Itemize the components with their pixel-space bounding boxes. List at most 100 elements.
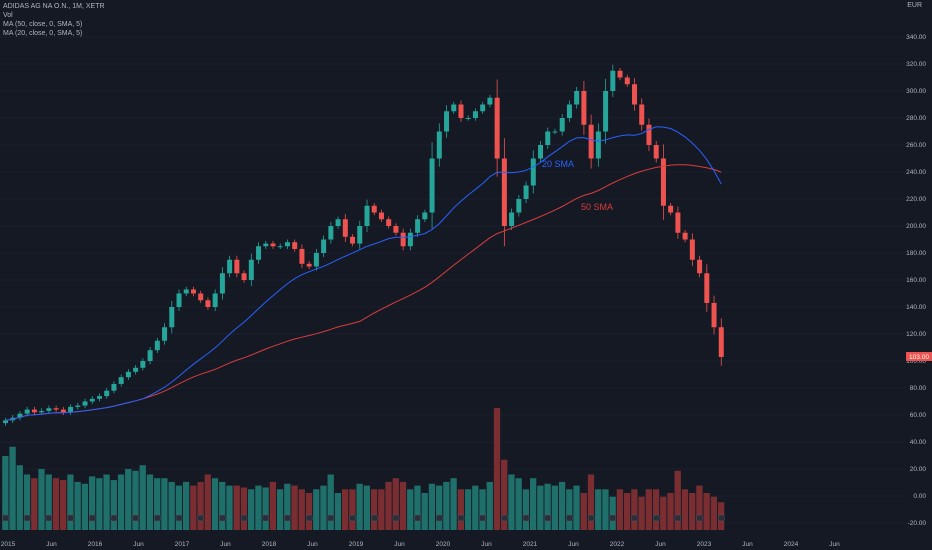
currency-label[interactable]: EUR	[907, 2, 922, 9]
event-marker-icon	[371, 514, 378, 522]
candle-body	[509, 212, 515, 226]
volume-bar	[667, 493, 674, 530]
volume-bar	[349, 489, 356, 530]
candle-body	[610, 70, 616, 91]
x-tick-label: 2015	[1, 541, 16, 548]
y-tick-label: 40.00	[910, 439, 927, 446]
event-marker-icon	[219, 514, 226, 522]
volume-bar	[652, 489, 660, 530]
candle-body	[234, 259, 240, 274]
event-marker-icon	[544, 514, 551, 522]
volume-bar	[544, 483, 551, 530]
candle-body	[530, 158, 536, 186]
candle-body	[559, 118, 565, 132]
event-marker-icon	[45, 514, 53, 522]
volume-bar	[88, 476, 96, 530]
volume-bar	[248, 489, 255, 530]
volume-bar	[96, 478, 103, 530]
volume-bar	[450, 478, 457, 530]
candle-body	[219, 273, 225, 294]
volume-bar	[573, 485, 580, 530]
volume-bar	[356, 483, 363, 530]
candle-body	[516, 199, 522, 213]
candle-body	[639, 104, 645, 125]
event-marker-icon	[631, 514, 638, 522]
volume-bar	[508, 474, 515, 530]
event-marker-icon	[479, 514, 486, 522]
x-tick-label: Jun	[829, 541, 840, 548]
volume-bar	[226, 485, 233, 530]
candle-body	[566, 104, 572, 118]
candle-body	[682, 232, 688, 240]
volume-bar	[313, 489, 320, 530]
candle-body	[429, 158, 435, 213]
volume-bar	[31, 478, 38, 530]
candle-body	[328, 226, 334, 240]
volume-bar	[262, 487, 269, 530]
volume-bar	[305, 493, 313, 530]
candle-body	[335, 219, 341, 226]
candle-body	[422, 212, 428, 220]
volume-bar	[558, 481, 566, 530]
y-tick-label: 200.00	[906, 223, 926, 230]
volume-bar	[320, 485, 327, 530]
volume-bar	[609, 496, 616, 530]
symbol-title[interactable]: ADIDAS AG NA O.N., 1M, XETR	[3, 3, 105, 10]
candle-body	[248, 259, 254, 280]
y-tick-label: 240.00	[906, 169, 926, 176]
volume-bar	[334, 493, 342, 530]
volume-bar	[269, 481, 277, 530]
event-marker-icon	[305, 514, 313, 522]
candle-body	[378, 212, 384, 220]
y-tick-label: 320.00	[906, 61, 926, 68]
y-tick-label: 20.00	[910, 466, 927, 473]
candle-body	[653, 145, 659, 159]
ma20-indicator[interactable]: MA (20, close, 0, SMA, 5)	[3, 30, 83, 37]
event-marker-icon	[674, 514, 682, 522]
volume-bar	[529, 478, 537, 530]
event-marker-icon	[566, 514, 573, 522]
event-marker-icon	[696, 514, 703, 522]
y-tick-label: 0.00	[913, 493, 926, 500]
event-marker-icon	[609, 514, 617, 522]
event-marker-icon	[197, 514, 204, 522]
volume-bar	[392, 478, 399, 530]
volume-bar	[501, 459, 508, 530]
candle-body	[465, 118, 471, 119]
vol-indicator[interactable]: Vol	[3, 12, 13, 19]
candle-body	[436, 131, 442, 159]
candle-body	[458, 104, 464, 118]
candle-body	[689, 239, 695, 260]
y-tick-label: 160.00	[906, 277, 926, 284]
candle-body	[364, 205, 370, 226]
volume-bar	[443, 481, 450, 530]
sma20-line	[5, 126, 722, 421]
candle-body	[574, 91, 580, 105]
volume-bar	[175, 485, 183, 530]
candle-body	[523, 185, 529, 199]
volume-bar	[132, 470, 139, 530]
y-tick-label: 100.00	[906, 358, 926, 365]
volume-bar	[407, 489, 414, 530]
candle-body	[357, 226, 363, 244]
candle-body	[386, 219, 392, 226]
y-tick-label: 280.00	[906, 115, 926, 122]
volume-bar	[197, 481, 204, 530]
candle-body	[53, 408, 59, 410]
candle-body	[111, 383, 117, 391]
event-marker-icon	[154, 514, 161, 522]
x-tick-label: 2023	[697, 541, 712, 548]
volume-bar	[595, 489, 602, 530]
y-tick-label: 80.00	[910, 385, 927, 392]
volume-bar	[182, 481, 190, 530]
candle-body	[75, 405, 81, 407]
ma50-indicator[interactable]: MA (50, close, 0, SMA, 5)	[3, 21, 83, 28]
volume-bar	[566, 489, 573, 530]
volume-bar	[60, 480, 67, 530]
x-axis: 2015 Jun 2016 Jun 2017 Jun 2018 Jun 2019 Jun 2020 J…	[1, 541, 840, 548]
volume-bar	[414, 485, 421, 530]
volume-bar	[457, 489, 464, 530]
candle-body	[183, 289, 189, 294]
event-marker-icon	[327, 514, 335, 522]
